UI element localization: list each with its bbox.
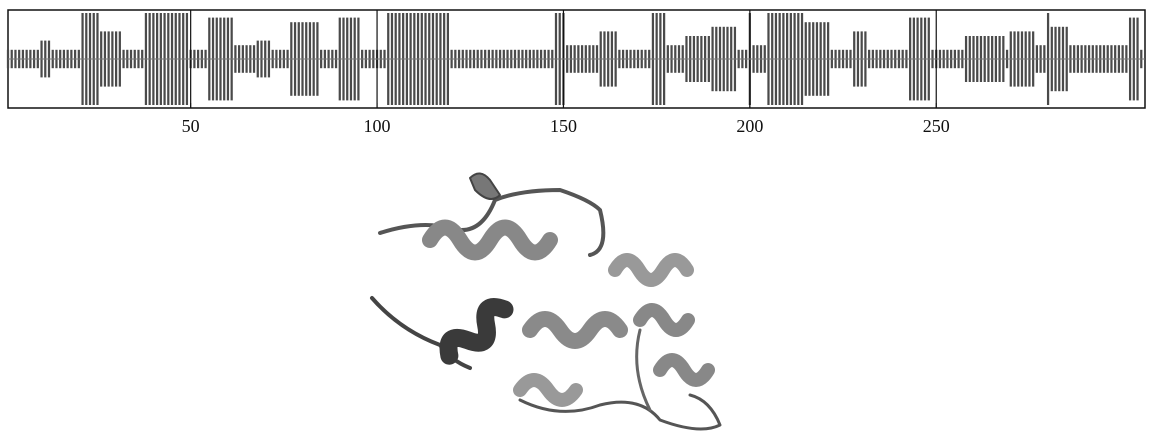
protein-structure	[372, 173, 720, 429]
helix	[615, 260, 687, 280]
helix	[640, 310, 688, 330]
x-tick-label: 150	[550, 116, 577, 136]
helix	[442, 301, 511, 364]
helix	[520, 380, 576, 400]
coil	[637, 330, 650, 410]
strand	[470, 173, 500, 199]
x-tick-label: 250	[923, 116, 950, 136]
helix	[530, 319, 620, 341]
x-tick-label: 50	[182, 116, 200, 136]
helix	[430, 228, 550, 253]
helix	[660, 360, 708, 380]
page: 50100150200250 (() => { const data = JSO…	[0, 0, 1155, 434]
x-tick-label: 200	[736, 116, 763, 136]
figure: 50 100 150 200 250	[0, 0, 1155, 434]
x-tick-label: 100	[364, 116, 391, 136]
